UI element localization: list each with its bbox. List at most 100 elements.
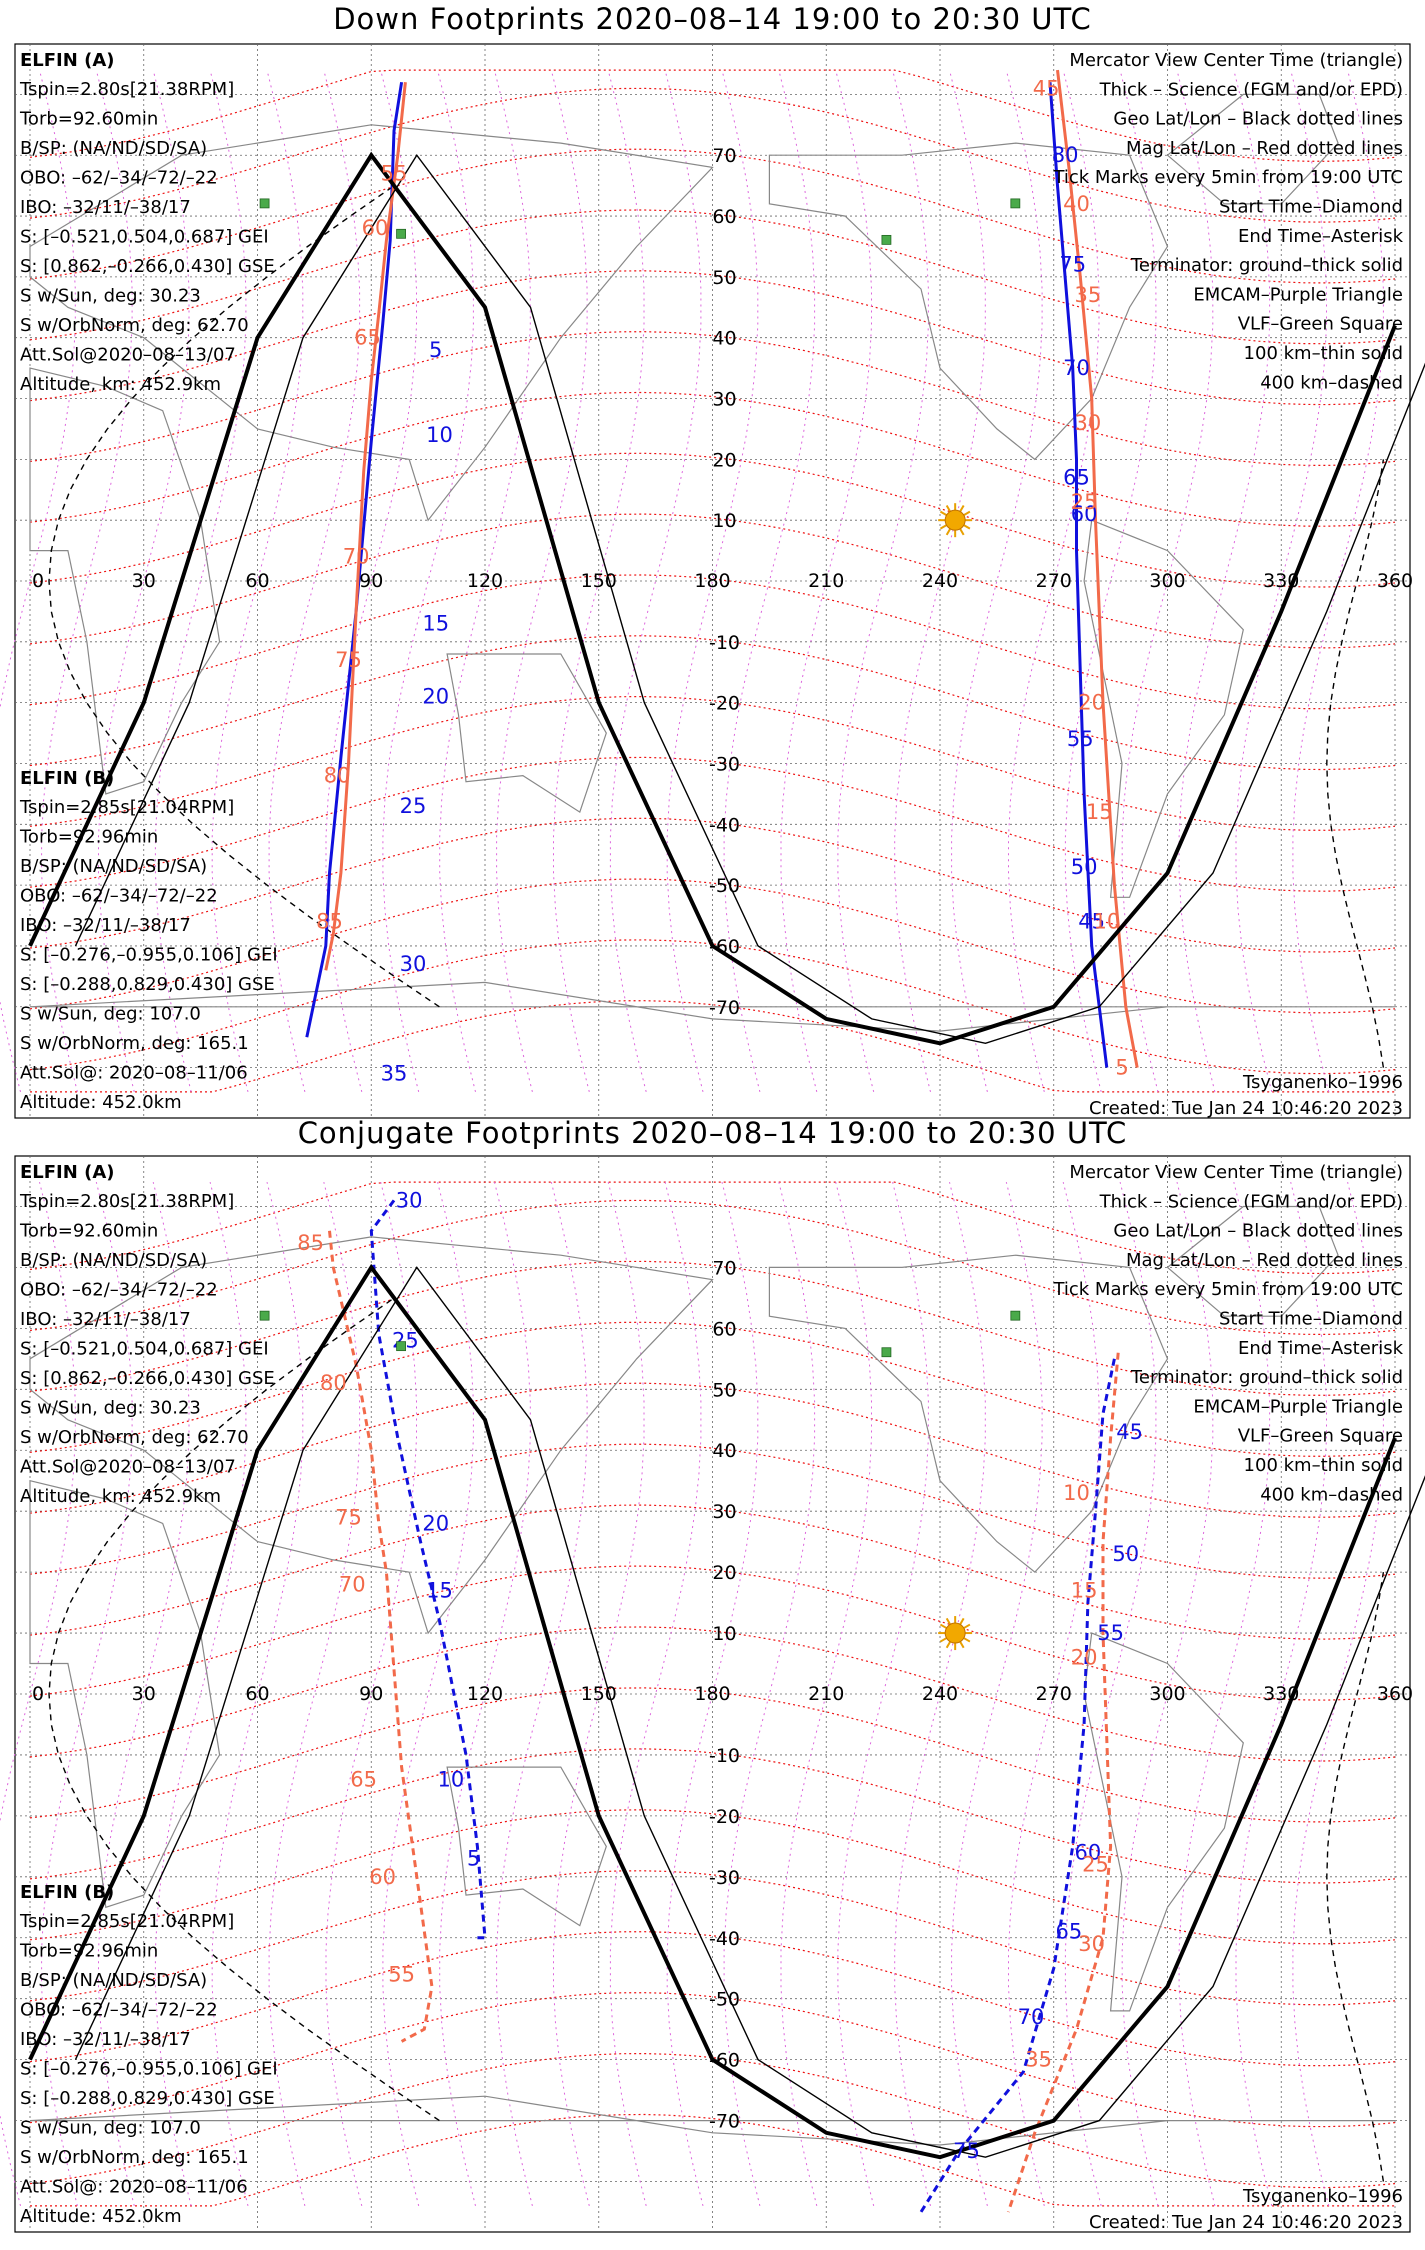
x-tick-label: 90 [359, 570, 383, 592]
x-tick-label: 30 [132, 570, 156, 592]
down-footprints-chart: 0 30 60 90 120 150 180 210 240 270 300 330 360706050… [0, 43, 1425, 1119]
track-tick-label-a: 70 [1063, 356, 1090, 380]
track-tick-label-b: 45 [1033, 76, 1060, 100]
coastline [1166, 1205, 1339, 1317]
legend-entry: Thick – Science (FGM and/or EPD) [1099, 79, 1403, 100]
mag-lon-line [382, 1181, 474, 2207]
track-tick-label-b: 30 [1075, 411, 1102, 435]
mag-lon-line [98, 69, 190, 1093]
y-tick-label: 70 [712, 1257, 736, 1279]
terminator-ground-line [28, 151, 1397, 1046]
mag-lon-line [0, 69, 76, 1093]
track-tick-label-b: 65 [350, 1767, 377, 1791]
elfin-a-info-line: Torb=92.60min [19, 109, 158, 130]
y-tick-label: -60 [709, 2050, 740, 2072]
track-tick-label-b: 80 [320, 1371, 347, 1395]
elfin-a-info-line: S: [–0.521,0.504,0.687] GEI [20, 1339, 269, 1360]
track-tick-label-a: 15 [422, 612, 449, 636]
x-tick-label: 210 [808, 570, 844, 592]
footprint-track [324, 82, 407, 971]
coastline [1166, 93, 1339, 205]
elfin-b-info-line: Altitude: 452.0km [20, 1092, 182, 1113]
y-tick-label: 20 [712, 449, 736, 471]
track-tick-label-a: 20 [422, 685, 449, 709]
elfin-a-info-line: S w/Sun, deg: 30.23 [20, 286, 201, 307]
mag-lon-line [723, 1181, 816, 2207]
elfin-a-info-line: IBO: –32/11/–38/17 [20, 1309, 191, 1330]
elfin-b-info-line: B/SP: (NA/ND/SD/SA) [20, 856, 207, 877]
track-tick-label-b: 35 [1075, 283, 1102, 307]
mag-lon-line [268, 1181, 361, 2207]
mag-lon-line [780, 69, 872, 1093]
legend-entry: Terminator: ground–thick solid [1130, 255, 1403, 276]
y-tick-label: -50 [709, 1989, 740, 2011]
track-tick-label-a: 45 [1116, 1420, 1143, 1444]
mag-lon-line [609, 69, 702, 1093]
x-tick-label: 270 [1036, 1683, 1072, 1705]
mag-lat-line [30, 1000, 1395, 1093]
mag-lon-line [325, 1181, 417, 2207]
legend-entry: Thick – Science (FGM and/or EPD) [1099, 1191, 1403, 1212]
mag-lon-line [382, 69, 474, 1093]
elfin-b-info-line: S: [–0.276,–0.955,0.106] GEI [20, 2059, 278, 2080]
track-tick-label-a: 75 [1059, 253, 1086, 277]
legend-entry: 100 km–thin solid [1244, 1455, 1403, 1476]
mag-lon-line [609, 1181, 702, 2207]
terminator-ground-line [28, 1263, 1397, 2160]
vlf-station-square [396, 228, 406, 239]
track-tick-label-a: 60 [1075, 1840, 1102, 1864]
track-tick-label-a: 30 [400, 952, 427, 976]
model-label: Tsyganenko–1996 [1242, 2186, 1403, 2207]
mag-lon-line [723, 69, 816, 1093]
vlf-station-square [1010, 1310, 1021, 1321]
mag-lon-line [837, 1181, 929, 2207]
legend-entry: Tick Marks every 5min from 19:00 UTC [1052, 167, 1403, 188]
mag-lon-line [154, 1181, 247, 2207]
y-tick-label: 40 [712, 1440, 736, 1462]
elfin-b-info-line: IBO: –32/11/–38/17 [20, 2029, 191, 2050]
vlf-station-square [259, 198, 270, 209]
coastlines [29, 1205, 1395, 2146]
terminator-400km-line [48, 185, 440, 1008]
x-tick-label: 270 [1036, 570, 1072, 592]
track-tick-label-a: 55 [1097, 1621, 1124, 1645]
footprint-track [919, 1358, 1116, 2213]
coastline [1083, 519, 1244, 898]
legend-entry: VLF–Green Square [1238, 1426, 1403, 1447]
mag-lon-line [325, 69, 417, 1093]
mag-lon-line [780, 1181, 872, 2207]
y-tick-label: 10 [712, 1623, 736, 1645]
vlf-station-square [881, 1347, 892, 1358]
x-tick-label: 60 [245, 1683, 269, 1705]
y-tick-label: -10 [709, 1745, 740, 1767]
track-tick-label-b: 15 [1086, 800, 1113, 824]
track-tick-label-b: 25 [1071, 490, 1098, 514]
elfin-b-info-line: Tspin=2.85s[21.04RPM] [19, 797, 234, 818]
elfin-b-info-line: Att.Sol@: 2020–08–11/06 [20, 1063, 248, 1084]
elfin-a-info-line: Altitude, km: 452.9km [20, 1486, 221, 1507]
track-tick-label-b: 70 [339, 1572, 366, 1596]
terminator-400km [48, 1297, 1385, 2182]
panel-title-conjugate: Conjugate Footprints 2020–08–14 19:00 to… [297, 1116, 1128, 1150]
sun-ray [939, 1623, 948, 1629]
coastlines [29, 93, 1395, 1032]
legend-entry: Mag Lat/Lon – Red dotted lines [1126, 1250, 1403, 1271]
legend-entry: Terminator: ground–thick solid [1130, 1367, 1403, 1388]
footprint-track [1056, 69, 1139, 1068]
track-tick-label-a: 60 [1071, 502, 1098, 526]
mag-lon-line [1008, 1181, 1100, 2207]
sun-icon [938, 1616, 973, 1651]
y-tick-label: 60 [712, 206, 736, 228]
mag-lat-line [30, 2113, 1395, 2207]
y-tick-label: 50 [712, 267, 736, 289]
elfin-b-info-line: B/SP: (NA/ND/SD/SA) [20, 1970, 207, 1991]
track-tick-label-b: 20 [1078, 691, 1105, 715]
sun-ray [945, 504, 952, 513]
elfin-a-info-line: S w/Sun, deg: 30.23 [20, 1398, 201, 1419]
track-tick-label-b: 75 [335, 1505, 362, 1529]
track-tick-label-b: 25 [1082, 1853, 1109, 1877]
sun-ray [939, 1637, 948, 1643]
legend-entry: Mercator View Center Time (triangle) [1069, 1162, 1403, 1183]
sun-ray [959, 504, 965, 513]
sun-ray [963, 1637, 971, 1643]
